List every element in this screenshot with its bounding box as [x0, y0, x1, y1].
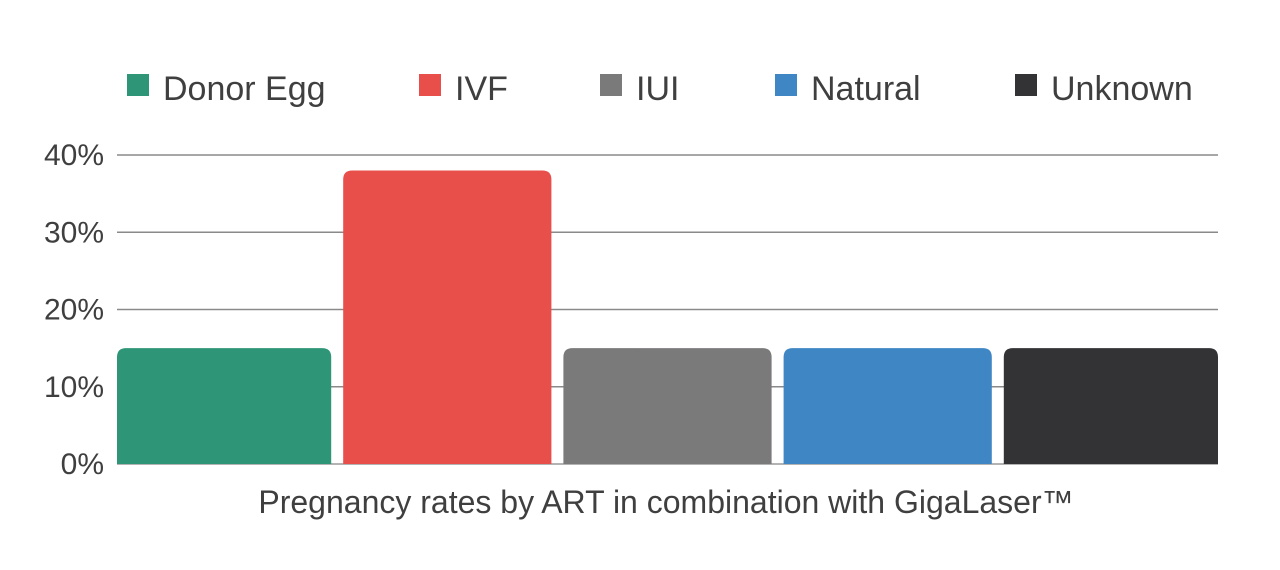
legend-swatch: [419, 74, 441, 96]
legend-item-ivf: IVF: [419, 70, 508, 108]
bar-natural: [783, 348, 992, 464]
legend-label: IVF: [455, 70, 508, 108]
legend-swatch: [127, 74, 149, 96]
y-tick-label: 0%: [61, 448, 104, 481]
chart-bars: [117, 170, 1218, 464]
legend-swatch: [600, 74, 622, 96]
chart-legend: Donor Egg IVF IUI Natural Unknown: [127, 70, 1193, 108]
legend-swatch: [1015, 74, 1037, 96]
bar-iui: [563, 348, 772, 464]
y-tick-label: 40%: [44, 139, 104, 172]
bar-unknown: [1003, 348, 1218, 464]
legend-swatch: [775, 74, 797, 96]
legend-label: Natural: [811, 70, 921, 108]
legend-item-iui: IUI: [600, 70, 679, 108]
y-tick-label: 10%: [44, 371, 104, 404]
legend-item-natural: Natural: [775, 70, 921, 108]
bar-ivf: [343, 170, 552, 464]
chart-caption: Pregnancy rates by ART in combination wi…: [258, 484, 1073, 520]
y-axis: 0% 10% 20% 30% 40%: [44, 139, 104, 481]
legend-item-donor-egg: Donor Egg: [127, 70, 326, 108]
legend-label: IUI: [636, 70, 679, 108]
y-tick-label: 30%: [44, 216, 104, 249]
legend-label: Unknown: [1051, 70, 1193, 108]
legend-label: Donor Egg: [163, 70, 326, 108]
y-tick-label: 20%: [44, 294, 104, 327]
legend-item-unknown: Unknown: [1015, 70, 1193, 108]
bar-donor-egg: [117, 348, 332, 464]
